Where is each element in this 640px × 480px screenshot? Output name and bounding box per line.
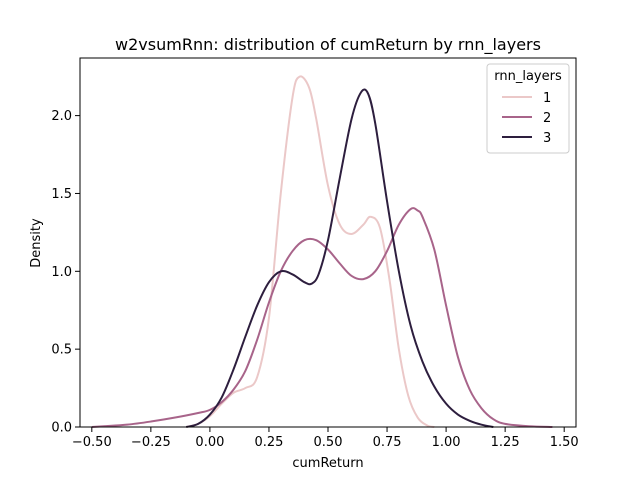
series-line-1	[186, 75, 435, 428]
y-tick-label: 0.5	[51, 343, 72, 358]
x-tick-label: 0.00	[195, 435, 224, 450]
y-tick-label: 0.0	[51, 421, 72, 436]
x-axis-ticks: −0.50 −0.25 0.00 0.25 0.50 0.75 1.00 1.25 1.50	[72, 427, 579, 450]
series-line-3	[186, 88, 494, 428]
x-axis-label: cumReturn	[292, 456, 363, 471]
x-tick-label: 1.00	[432, 435, 461, 450]
legend-label-3: 3	[543, 131, 551, 146]
x-tick-label: 0.75	[373, 435, 402, 450]
chart-title: w2vsumRnn: distribution of cumReturn by …	[115, 35, 541, 55]
plot-series-group	[91, 75, 553, 428]
x-tick-label: 1.25	[491, 435, 520, 450]
x-tick-label: 0.50	[314, 435, 343, 450]
legend-label-2: 2	[543, 111, 551, 126]
y-axis-label: Density	[29, 218, 44, 268]
x-tick-label: 0.25	[254, 435, 283, 450]
legend-box	[486, 63, 570, 154]
legend-label-1: 1	[543, 91, 551, 106]
y-tick-label: 1.0	[51, 265, 72, 280]
series-line-2	[91, 207, 553, 428]
legend-items: 1 2 3	[502, 91, 551, 146]
x-tick-label: −0.50	[72, 435, 112, 450]
y-tick-label: 2.0	[51, 109, 72, 124]
y-tick-label: 1.5	[51, 187, 72, 202]
y-axis-ticks: 0.0 0.5 1.0 1.5 2.0	[51, 109, 80, 436]
x-tick-label: −0.25	[131, 435, 171, 450]
x-tick-label: 1.50	[550, 435, 579, 450]
legend-title: rnn_layers	[494, 69, 562, 84]
legend: rnn_layers 1 2 3	[486, 63, 570, 154]
